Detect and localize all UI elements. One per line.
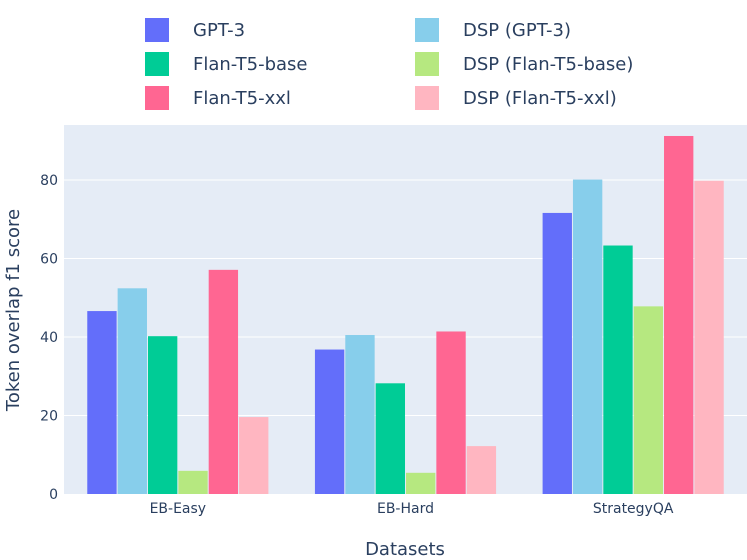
legend: GPT-3 Flan-T5-base Flan-T5-xxl DSP (GPT-3) D… bbox=[145, 18, 633, 110]
x-tick-label: StrategyQA bbox=[593, 501, 674, 517]
bar bbox=[466, 446, 497, 494]
x-tick-label: EB-Hard bbox=[377, 501, 434, 517]
legend-label: GPT-3 bbox=[193, 20, 245, 41]
y-axis-title: Token overlap f1 score bbox=[3, 209, 24, 412]
bar bbox=[664, 135, 694, 494]
legend-swatch bbox=[415, 86, 439, 110]
bar bbox=[178, 470, 208, 494]
bar bbox=[208, 269, 239, 494]
x-tick-label: EB-Easy bbox=[150, 501, 207, 517]
y-tick-label: 80 bbox=[40, 173, 58, 189]
bar bbox=[314, 349, 345, 494]
bar bbox=[375, 383, 405, 494]
bar bbox=[239, 417, 269, 494]
legend-item: DSP (Flan-T5-xxl) bbox=[415, 86, 617, 110]
y-tick-label: 0 bbox=[49, 487, 58, 503]
x-axis-title: Datasets bbox=[365, 539, 445, 560]
legend-label: DSP (GPT-3) bbox=[463, 20, 571, 41]
legend-swatch bbox=[145, 18, 169, 42]
y-axis: 0 20 40 60 80 bbox=[40, 173, 58, 503]
bar bbox=[633, 306, 664, 494]
legend-item: DSP (Flan-T5-base) bbox=[415, 52, 633, 76]
legend-label: Flan-T5-xxl bbox=[193, 88, 291, 109]
bar bbox=[603, 245, 633, 494]
bar bbox=[436, 331, 466, 494]
legend-swatch bbox=[415, 52, 439, 76]
gridlines bbox=[64, 179, 747, 416]
legend-item: DSP (GPT-3) bbox=[415, 18, 571, 42]
bar bbox=[87, 311, 117, 494]
bar bbox=[572, 179, 603, 495]
x-axis: EB-Easy EB-Hard StrategyQA bbox=[150, 501, 674, 517]
bar bbox=[117, 288, 147, 494]
bar bbox=[345, 335, 375, 494]
legend-item: Flan-T5-xxl bbox=[145, 86, 291, 110]
y-tick-label: 20 bbox=[40, 408, 58, 424]
legend-label: DSP (Flan-T5-xxl) bbox=[463, 88, 617, 109]
plot-area bbox=[64, 125, 747, 494]
legend-label: Flan-T5-base bbox=[193, 54, 308, 75]
y-tick-label: 60 bbox=[40, 251, 58, 267]
legend-item: GPT-3 bbox=[145, 18, 245, 42]
bars bbox=[87, 135, 724, 495]
bar bbox=[147, 336, 178, 494]
y-tick-label: 40 bbox=[40, 330, 58, 346]
bar bbox=[406, 472, 436, 494]
legend-swatch bbox=[415, 18, 439, 42]
bar bbox=[694, 180, 724, 494]
legend-item: Flan-T5-base bbox=[145, 52, 308, 76]
legend-label: DSP (Flan-T5-base) bbox=[463, 54, 633, 75]
bar bbox=[542, 212, 572, 494]
legend-swatch bbox=[145, 86, 169, 110]
legend-swatch bbox=[145, 52, 169, 76]
